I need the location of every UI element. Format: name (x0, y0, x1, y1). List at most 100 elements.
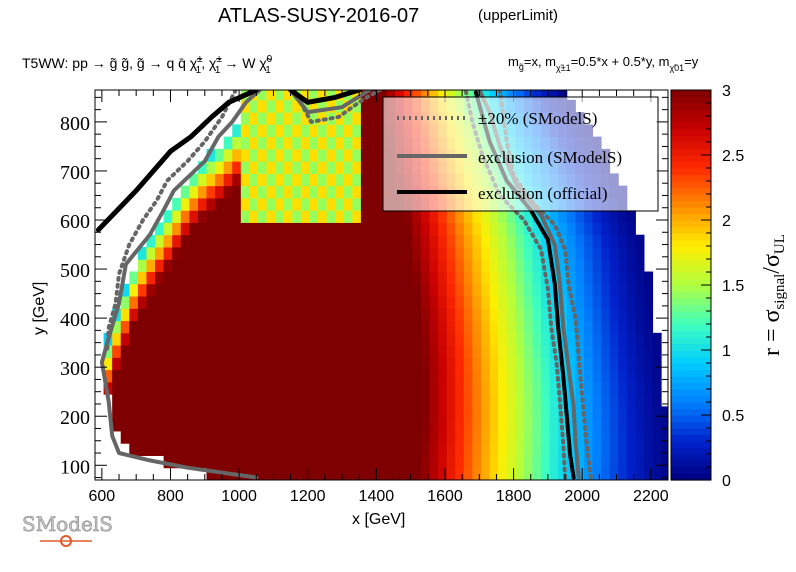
heatmap-cell (189, 197, 199, 211)
heatmap-cell (352, 124, 362, 138)
heatmap-cell (369, 210, 379, 223)
heatmap-cell (360, 283, 370, 297)
heatmap-cell (472, 394, 482, 407)
legend-label-official: exclusion (official) (478, 184, 608, 203)
heatmap-cell (498, 320, 508, 334)
heatmap-cell (232, 320, 242, 334)
heatmap-cell (215, 357, 225, 371)
heatmap-cell (318, 271, 328, 285)
heatmap-cell (583, 418, 594, 432)
heatmap-cell (626, 357, 636, 371)
color-bar-step (671, 194, 711, 202)
heatmap-cell (506, 418, 516, 432)
heatmap-cell (163, 357, 173, 371)
heatmap-cell (515, 283, 525, 297)
heatmap-cell (523, 443, 533, 456)
heatmap-cell (446, 246, 456, 260)
heatmap-cell (292, 455, 302, 469)
heatmap-cell (335, 161, 345, 174)
heatmap-cell (455, 345, 465, 358)
color-bar-tick-label: 1 (722, 343, 731, 360)
heatmap-cell (137, 430, 147, 444)
heatmap-cell (172, 283, 182, 297)
heatmap-cell (180, 308, 190, 322)
heatmap-cell (446, 271, 456, 285)
heatmap-cell (352, 369, 362, 383)
heatmap-cell (309, 443, 319, 456)
heatmap-cell (463, 259, 473, 273)
heatmap-cell (592, 443, 602, 456)
heatmap-cell (618, 271, 628, 285)
heatmap-cell (352, 455, 362, 469)
x-tick-label: 1000 (221, 488, 257, 505)
heatmap-cell (103, 369, 113, 383)
exclusion-curves (95, 90, 593, 480)
heatmap-cell (592, 332, 602, 346)
heatmap-cell (352, 136, 362, 150)
heatmap-cell (197, 173, 208, 187)
heatmap-cell (335, 320, 345, 334)
heatmap-cell (283, 161, 293, 174)
heatmap-cell (360, 381, 370, 395)
heatmap-cell (523, 332, 533, 346)
heatmap-cell (103, 357, 113, 371)
heatmap-cell (412, 283, 422, 297)
heatmap-cell (112, 357, 122, 371)
heatmap-cell (635, 430, 645, 444)
heatmap-cell (326, 90, 336, 101)
heatmap-cell (300, 136, 310, 150)
heatmap-cell (266, 418, 276, 432)
heatmap-cell (360, 430, 370, 444)
heatmap-cell (506, 222, 516, 236)
heatmap-cell (232, 283, 242, 297)
heatmap-cell (240, 394, 250, 407)
heatmap-cell (446, 308, 456, 322)
heatmap-cell (429, 394, 439, 407)
heatmap-cell (378, 369, 388, 383)
heatmap-cell (180, 234, 190, 248)
heatmap-cell (180, 357, 190, 371)
heatmap-cell (240, 357, 250, 371)
heatmap-cell (515, 455, 525, 469)
heatmap-cell (206, 467, 216, 480)
heatmap-cell (403, 455, 413, 469)
heatmap-cell (489, 394, 499, 407)
heatmap-cell (369, 406, 379, 420)
heatmap-cell (146, 296, 156, 309)
heatmap-cell (592, 418, 602, 432)
heatmap-cell (292, 283, 302, 297)
heatmap-cell (309, 185, 319, 199)
heatmap-cell (300, 369, 310, 383)
heatmap-cell (549, 259, 559, 273)
heatmap-cell (575, 332, 585, 346)
heatmap-cell (120, 283, 130, 297)
heatmap-cell (189, 332, 199, 346)
heatmap-cell (120, 357, 130, 371)
heatmap-cell (189, 394, 199, 407)
heatmap-cell (163, 271, 173, 285)
heatmap-cell (481, 90, 491, 101)
heatmap-cell (661, 443, 668, 456)
heatmap-cell (257, 296, 268, 309)
heatmap-cell (395, 210, 405, 223)
heatmap-cell (137, 369, 147, 383)
heatmap-cell (541, 381, 551, 395)
heatmap-cell (489, 246, 499, 260)
heatmap-cell (412, 259, 422, 273)
heatmap-cell (309, 394, 319, 407)
heatmap-cell (626, 418, 636, 432)
heatmap-cell (137, 332, 147, 346)
heatmap-cell (352, 283, 362, 297)
heatmap-cell (249, 161, 259, 174)
heatmap-cell (129, 430, 139, 444)
heatmap-cell (489, 467, 499, 480)
heatmap-cell (180, 455, 190, 469)
heatmap-cell (472, 418, 482, 432)
heatmap-cell (360, 369, 370, 383)
heatmap-cell (532, 308, 542, 322)
heatmap-cell (249, 112, 259, 125)
heatmap-cell (120, 381, 130, 395)
heatmap-cell (583, 430, 594, 444)
heatmap-cell (283, 443, 293, 456)
heatmap-cell (412, 320, 422, 334)
